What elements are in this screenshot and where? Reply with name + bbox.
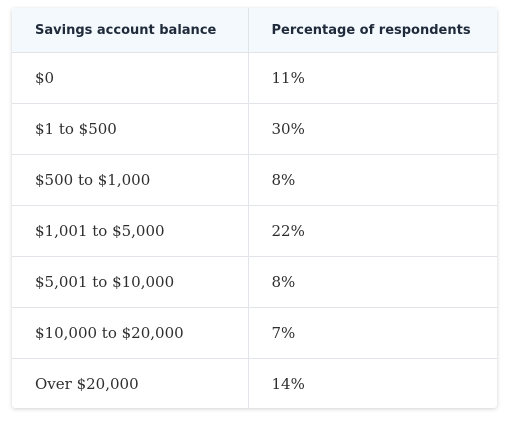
savings-table: Savings account balance Percentage of re…: [12, 8, 497, 408]
percentage-cell: 22%: [248, 205, 497, 257]
balance-cell: $1,001 to $5,000: [12, 205, 249, 257]
table-row: Over $20,000 14%: [12, 358, 497, 408]
table-row: $1,001 to $5,000 22%: [12, 205, 497, 257]
balance-cell: $1 to $500: [12, 103, 249, 155]
percentage-cell: 7%: [248, 307, 497, 359]
percentage-cell: 8%: [248, 154, 497, 206]
table-row: $1 to $500 30%: [12, 103, 497, 155]
balance-cell: $500 to $1,000: [12, 154, 249, 206]
table-row: $10,000 to $20,000 7%: [12, 307, 497, 359]
header-row: Savings account balance Percentage of re…: [12, 8, 497, 53]
savings-table-card: Savings account balance Percentage of re…: [12, 8, 497, 408]
percentage-cell: 14%: [271, 375, 305, 393]
balance-cell: $10,000 to $20,000: [12, 307, 249, 359]
table-header: Savings account balance Percentage of re…: [12, 8, 497, 53]
balance-cell: $0: [12, 52, 249, 104]
column-header-balance: Savings account balance: [12, 8, 249, 53]
balance-cell: Over $20,000: [12, 358, 249, 408]
percentage-cell: 30%: [248, 103, 497, 155]
column-header-percentage: Percentage of respondents: [248, 8, 497, 53]
table-body: $0 11% $1 to $500 30% $500 to $1,000 8% …: [12, 52, 497, 408]
balance-cell: $5,001 to $10,000: [12, 256, 249, 308]
table-row: $5,001 to $10,000 8%: [12, 256, 497, 308]
table-row: $500 to $1,000 8%: [12, 154, 497, 206]
table-row: $0 11%: [12, 52, 497, 104]
percentage-cell: 8%: [248, 256, 497, 308]
percentage-cell: 11%: [248, 52, 497, 104]
